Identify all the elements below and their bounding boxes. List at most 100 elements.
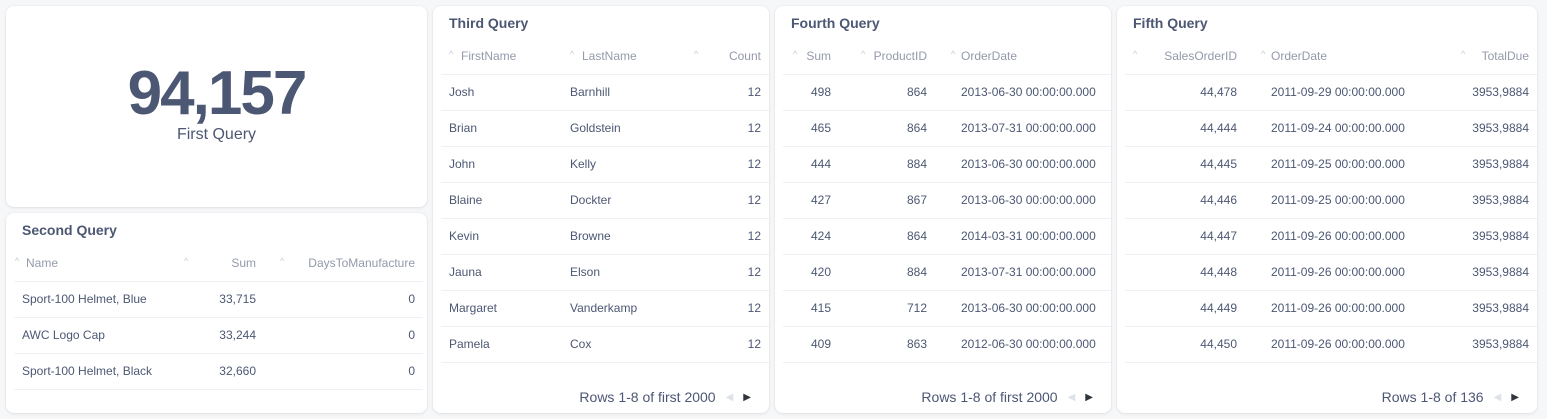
- cell-sum[interactable]: 427: [783, 182, 839, 219]
- column-header-sum[interactable]: ^ Sum: [184, 245, 264, 282]
- cell-orderdate[interactable]: 2013-06-30 00:00:00.000: [935, 74, 1111, 111]
- cell-daystomanufacture[interactable]: 0: [264, 317, 423, 354]
- cell-orderdate[interactable]: 2011-09-26 00:00:00.000: [1245, 218, 1421, 255]
- cell-totaldue[interactable]: 3953,9884: [1421, 182, 1537, 219]
- column-header-productid[interactable]: ^ ProductID: [839, 38, 935, 75]
- cell-productid[interactable]: 864: [839, 218, 935, 255]
- cell-orderdate[interactable]: 2011-09-29 00:00:00.000: [1245, 74, 1421, 111]
- cell-orderdate[interactable]: 2013-07-31 00:00:00.000: [935, 110, 1111, 147]
- cell-firstname[interactable]: Josh: [441, 74, 562, 111]
- cell-salesorderid[interactable]: 44,448: [1125, 254, 1245, 291]
- cell-orderdate[interactable]: 2011-09-25 00:00:00.000: [1245, 182, 1421, 219]
- column-header-firstname[interactable]: ^ FirstName: [441, 38, 562, 75]
- cell-lastname[interactable]: Barnhill: [562, 74, 702, 111]
- cell-firstname[interactable]: John: [441, 146, 562, 183]
- chevron-right-icon[interactable]: ▶: [1511, 391, 1519, 403]
- card-title[interactable]: Fifth Query: [1133, 15, 1208, 31]
- cell-name[interactable]: Sport-100 Helmet, Blue: [14, 281, 194, 318]
- cell-count[interactable]: 12: [702, 326, 769, 363]
- first-query-card[interactable]: 94,157 First Query: [6, 6, 427, 207]
- cell-count[interactable]: 12: [702, 146, 769, 183]
- column-header-orderdate[interactable]: ^ OrderDate: [1245, 38, 1421, 75]
- chevron-left-icon[interactable]: ◀: [1493, 391, 1502, 403]
- cell-salesorderid[interactable]: 44,446: [1125, 182, 1245, 219]
- chevron-right-icon[interactable]: ▶: [743, 391, 751, 403]
- cell-totaldue[interactable]: 3953,9884: [1421, 146, 1537, 183]
- cell-lastname[interactable]: Vanderkamp: [562, 290, 702, 327]
- cell-orderdate[interactable]: 2013-06-30 00:00:00.000: [935, 182, 1111, 219]
- column-header-sum[interactable]: ^ Sum: [783, 38, 839, 75]
- cell-count[interactable]: 12: [702, 110, 769, 147]
- cell-lastname[interactable]: Kelly: [562, 146, 702, 183]
- cell-salesorderid[interactable]: 44,447: [1125, 218, 1245, 255]
- cell-sum[interactable]: 415: [783, 290, 839, 327]
- cell-orderdate[interactable]: 2013-06-30 00:00:00.000: [935, 146, 1111, 183]
- cell-sum[interactable]: 498: [783, 74, 839, 111]
- cell-sum[interactable]: 424: [783, 218, 839, 255]
- cell-salesorderid[interactable]: 44,444: [1125, 110, 1245, 147]
- cell-lastname[interactable]: Browne: [562, 218, 702, 255]
- cell-orderdate[interactable]: 2012-06-30 00:00:00.000: [935, 326, 1111, 363]
- cell-daystomanufacture[interactable]: 0: [264, 353, 423, 390]
- cell-orderdate[interactable]: 2011-09-26 00:00:00.000: [1245, 290, 1421, 327]
- cell-sum[interactable]: 33,244: [194, 317, 264, 354]
- scalar-title[interactable]: First Query: [176, 126, 257, 143]
- cell-count[interactable]: 12: [702, 254, 769, 291]
- cell-totaldue[interactable]: 3953,9884: [1421, 326, 1537, 363]
- column-header-daystomanufacture[interactable]: ^ DaysToManufacture: [264, 245, 423, 282]
- cell-salesorderid[interactable]: 44,445: [1125, 146, 1245, 183]
- cell-orderdate[interactable]: 2014-03-31 00:00:00.000: [935, 218, 1111, 255]
- cell-productid[interactable]: 864: [839, 110, 935, 147]
- card-title[interactable]: Third Query: [449, 15, 529, 31]
- chevron-left-icon[interactable]: ◀: [1067, 391, 1076, 403]
- cell-count[interactable]: 12: [702, 182, 769, 219]
- cell-lastname[interactable]: Goldstein: [562, 110, 702, 147]
- column-header-count[interactable]: ^ Count: [694, 38, 769, 75]
- cell-firstname[interactable]: Blaine: [441, 182, 562, 219]
- chevron-right-icon[interactable]: ▶: [1085, 391, 1093, 403]
- cell-firstname[interactable]: Kevin: [441, 218, 562, 255]
- cell-sum[interactable]: 409: [783, 326, 839, 363]
- cell-salesorderid[interactable]: 44,449: [1125, 290, 1245, 327]
- cell-daystomanufacture[interactable]: 0: [264, 281, 423, 318]
- cell-orderdate[interactable]: 2011-09-26 00:00:00.000: [1245, 326, 1421, 363]
- column-header-lastname[interactable]: ^ LastName: [562, 38, 702, 75]
- cell-firstname[interactable]: Brian: [441, 110, 562, 147]
- cell-sum[interactable]: 465: [783, 110, 839, 147]
- cell-productid[interactable]: 867: [839, 182, 935, 219]
- card-title[interactable]: Fourth Query: [791, 15, 880, 31]
- chevron-left-icon[interactable]: ◀: [725, 391, 734, 403]
- cell-sum[interactable]: 33,715: [194, 281, 264, 318]
- cell-sum[interactable]: 420: [783, 254, 839, 291]
- cell-lastname[interactable]: Dockter: [562, 182, 702, 219]
- cell-name[interactable]: Sport-100 Helmet, Black: [14, 353, 194, 390]
- cell-totaldue[interactable]: 3953,9884: [1421, 218, 1537, 255]
- cell-count[interactable]: 12: [702, 290, 769, 327]
- cell-salesorderid[interactable]: 44,450: [1125, 326, 1245, 363]
- cell-totaldue[interactable]: 3953,9884: [1421, 74, 1537, 111]
- cell-sum[interactable]: 32,660: [194, 353, 264, 390]
- cell-firstname[interactable]: Pamela: [441, 326, 562, 363]
- cell-firstname[interactable]: Jauna: [441, 254, 562, 291]
- cell-salesorderid[interactable]: 44,478: [1125, 74, 1245, 111]
- cell-count[interactable]: 12: [702, 218, 769, 255]
- cell-lastname[interactable]: Elson: [562, 254, 702, 291]
- cell-orderdate[interactable]: 2011-09-25 00:00:00.000: [1245, 146, 1421, 183]
- cell-orderdate[interactable]: 2013-06-30 00:00:00.000: [935, 290, 1111, 327]
- cell-productid[interactable]: 864: [839, 74, 935, 111]
- cell-totaldue[interactable]: 3953,9884: [1421, 254, 1537, 291]
- cell-count[interactable]: 12: [702, 74, 769, 111]
- cell-productid[interactable]: 884: [839, 146, 935, 183]
- cell-firstname[interactable]: Margaret: [441, 290, 562, 327]
- cell-orderdate[interactable]: 2013-07-31 00:00:00.000: [935, 254, 1111, 291]
- cell-productid[interactable]: 863: [839, 326, 935, 363]
- column-header-salesorderid[interactable]: ^ SalesOrderID: [1125, 38, 1245, 75]
- cell-orderdate[interactable]: 2011-09-26 00:00:00.000: [1245, 254, 1421, 291]
- cell-name[interactable]: AWC Logo Cap: [14, 317, 194, 354]
- column-header-name[interactable]: ^ Name: [14, 245, 194, 282]
- cell-sum[interactable]: 444: [783, 146, 839, 183]
- card-title[interactable]: Second Query: [22, 222, 117, 238]
- column-header-orderdate[interactable]: ^ OrderDate: [935, 38, 1111, 75]
- column-header-totaldue[interactable]: ^ TotalDue: [1421, 38, 1537, 75]
- cell-totaldue[interactable]: 3953,9884: [1421, 290, 1537, 327]
